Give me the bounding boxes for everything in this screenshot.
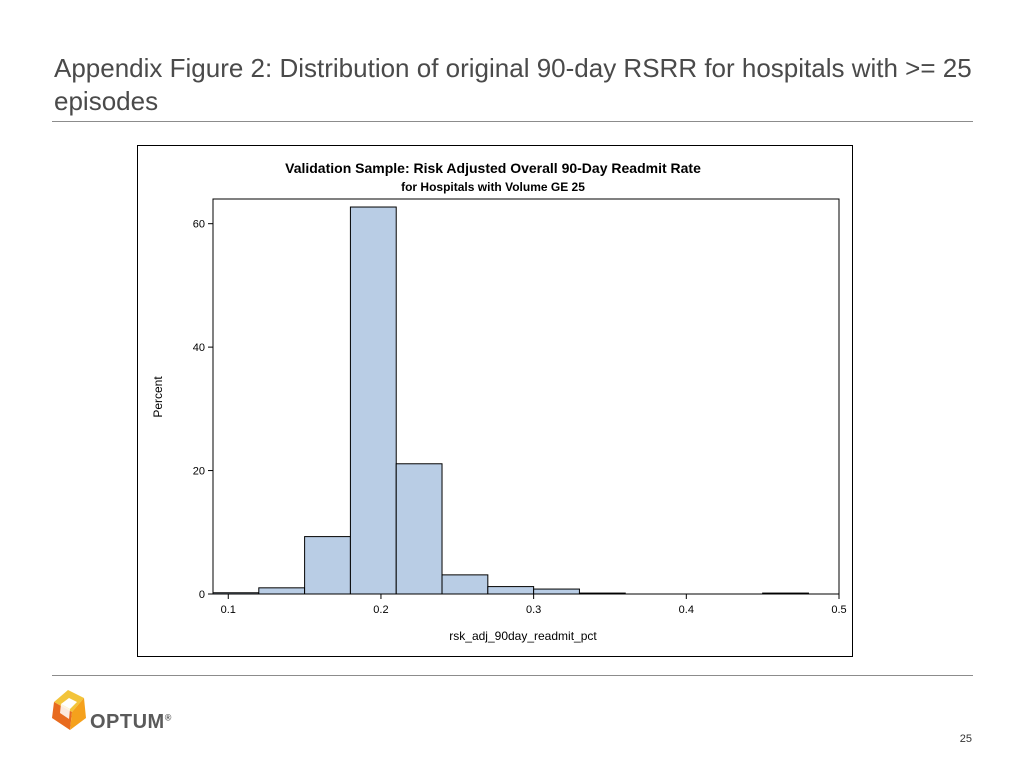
optum-logo-icon (52, 690, 86, 730)
y-tick-label: 60 (193, 219, 205, 231)
optum-logo: OPTUM® (50, 688, 200, 738)
page-number: 25 (959, 733, 972, 745)
histogram-bar-4 (395, 463, 443, 595)
y-tick-label: 20 (193, 466, 205, 478)
y-axis: 0 20 40 60 (193, 219, 213, 601)
footer-divider (52, 675, 973, 676)
histogram-bar-8 (578, 592, 626, 595)
x-axis: 0.1 0.2 0.3 0.4 0.5 (221, 594, 847, 616)
x-axis-label: rsk_adj_90day_readmit_pct (449, 629, 597, 643)
histogram-bar-0 (212, 592, 260, 595)
histogram-svg: Validation Sample: Risk Adjusted Overall… (151, 160, 847, 643)
histogram-bar-9 (762, 592, 809, 595)
chart-subtitle: for Hospitals with Volume GE 25 (401, 180, 585, 194)
x-tick-label: 0.5 (831, 604, 846, 616)
histogram-bar-3 (349, 206, 397, 595)
histogram-bar-5 (441, 574, 489, 595)
y-axis-label: Percent (151, 376, 165, 418)
x-tick-label: 0.1 (221, 604, 236, 616)
histogram-bar-7 (533, 588, 580, 595)
histogram-bar-1 (258, 587, 306, 595)
histogram-chart: Validation Sample: Risk Adjusted Overall… (137, 145, 853, 657)
y-tick-label: 40 (193, 342, 205, 354)
histogram-bars (212, 206, 809, 595)
x-tick-label: 0.4 (679, 604, 694, 616)
x-tick-label: 0.3 (526, 604, 541, 616)
slide-title: Appendix Figure 2: Distribution of origi… (54, 53, 972, 116)
histogram-bar-2 (304, 536, 351, 595)
x-tick-label: 0.2 (373, 604, 388, 616)
y-tick-label: 0 (199, 589, 205, 601)
plot-area-frame (212, 198, 840, 595)
optum-logo-text: OPTUM® (90, 711, 172, 733)
chart-title: Validation Sample: Risk Adjusted Overall… (285, 160, 701, 176)
histogram-bar-6 (487, 586, 535, 595)
title-divider (52, 121, 973, 122)
